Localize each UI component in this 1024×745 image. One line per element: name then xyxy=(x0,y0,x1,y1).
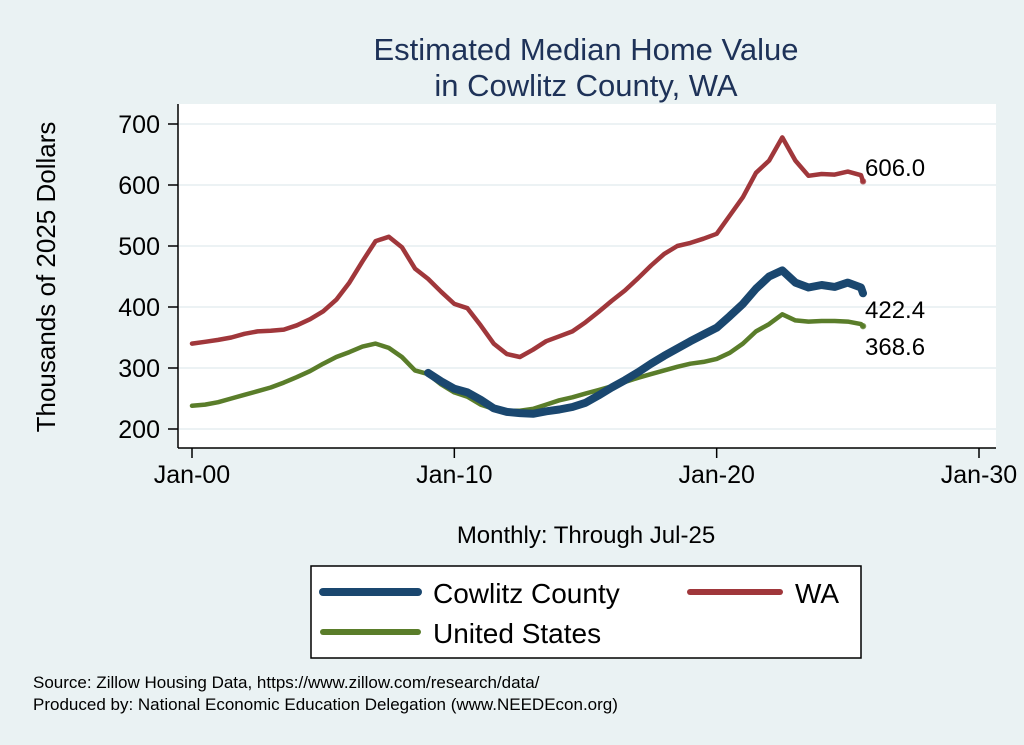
y-tick-label-300: 300 xyxy=(118,355,160,383)
y-tick-label-500: 500 xyxy=(118,233,160,261)
legend-label-cowlitz: Cowlitz County xyxy=(433,578,620,609)
source-line-2: Produced by: National Economic Education… xyxy=(33,695,618,714)
x-tick-label-3: Jan-30 xyxy=(941,461,1017,489)
y-tick-label-400: 400 xyxy=(118,294,160,322)
series-end-point-cowlitz-county xyxy=(859,290,867,297)
y-ticks: 200 300 400 500 600 700 xyxy=(118,111,178,444)
x-tick-label-2: Jan-20 xyxy=(678,461,754,489)
source-line-1: Source: Zillow Housing Data, https://www… xyxy=(33,673,540,692)
series-line-united-states xyxy=(189,312,866,413)
y-tick-label-600: 600 xyxy=(118,172,160,200)
x-tick-label-0: Jan-00 xyxy=(154,461,230,489)
series-line-cowlitz-county xyxy=(424,266,867,418)
end-labels: 606.0 422.4 368.6 xyxy=(865,155,925,361)
end-label-wa: 606.0 xyxy=(865,155,925,182)
y-axis-title: Thousands of 2025 Dollars xyxy=(31,122,61,433)
series-layer xyxy=(189,135,867,418)
chart-title-line-2: in Cowlitz County, WA xyxy=(434,68,738,103)
series-end-point-united-states xyxy=(859,322,867,330)
end-label-united-states: 368.6 xyxy=(865,334,925,361)
legend-label-wa: WA xyxy=(795,578,839,609)
plot-area xyxy=(178,104,996,448)
series-end-point-wa xyxy=(859,178,867,185)
end-label-cowlitz-county: 422.4 xyxy=(865,297,925,324)
x-tick-label-1: Jan-10 xyxy=(416,461,492,489)
series-line-wa xyxy=(189,135,866,360)
x-axis-title: Monthly: Through Jul-25 xyxy=(457,522,715,549)
legend-box xyxy=(310,565,862,659)
legend-label-us: United States xyxy=(433,618,601,649)
chart-title-line-1: Estimated Median Home Value xyxy=(373,32,798,67)
x-ticks: Jan-00 Jan-10 Jan-20 Jan-30 xyxy=(154,448,1017,489)
y-tick-label-200: 200 xyxy=(118,416,160,444)
y-tick-label-700: 700 xyxy=(118,111,160,139)
